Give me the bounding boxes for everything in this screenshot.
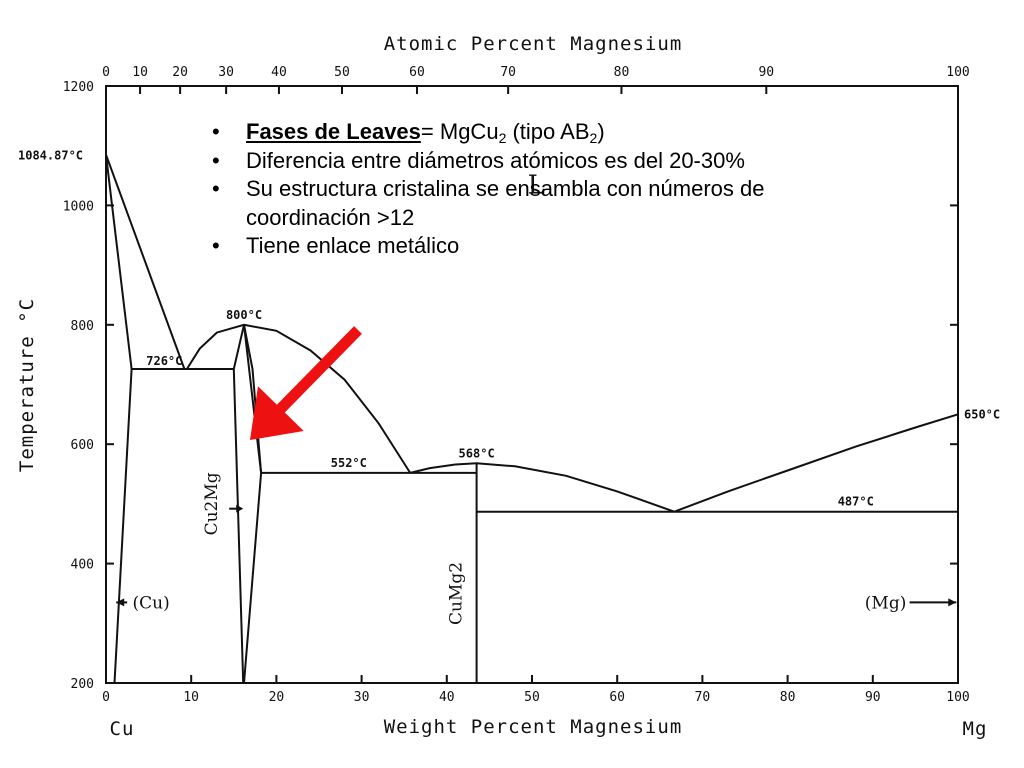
x-tick-label: 0 xyxy=(102,690,110,705)
bullet-text: Su estructura cristalina se ensambla con… xyxy=(246,176,765,230)
phase-boundary-line xyxy=(113,368,133,684)
phase-boundary-line xyxy=(232,324,245,370)
bullet-subscript: 2 xyxy=(498,130,507,146)
top-tick-label: 10 xyxy=(132,65,148,80)
bullet-item: • Fases de Leaves= MgCu2 (tipo AB2) xyxy=(212,118,872,147)
bullet-item: • Su estructura cristalina se ensambla c… xyxy=(212,175,872,232)
y-tick-label: 600 xyxy=(71,438,94,453)
bullet-text: (tipo AB xyxy=(506,119,590,144)
top-tick-label: 20 xyxy=(172,65,188,80)
x-tick-label: 100 xyxy=(946,690,969,705)
temperature-annotation: 800°C xyxy=(226,308,262,322)
bullet-list: • Fases de Leaves= MgCu2 (tipo AB2) • Di… xyxy=(212,118,872,261)
temperature-annotation: 552°C xyxy=(331,456,367,470)
temperature-annotation: 726°C xyxy=(146,354,182,368)
bullet-item: • Tiene enlace metálico xyxy=(212,232,872,261)
phase-label: (Cu) xyxy=(133,593,170,613)
bullet-item: • Diferencia entre diámetros atómicos es… xyxy=(212,147,872,176)
y-axis-title: Temperature °C xyxy=(16,298,38,472)
phase-boundary-line xyxy=(186,323,412,474)
phase-boundary-line xyxy=(105,154,186,370)
phase-boundary-line xyxy=(105,154,133,370)
bullet-icon: • xyxy=(212,147,220,173)
y-tick-label: 200 xyxy=(71,677,94,692)
bullet-icon: • xyxy=(212,233,220,258)
phase-boundary-line xyxy=(243,324,263,474)
x-tick-label: 50 xyxy=(524,690,540,705)
temperature-annotation: 1084.87°C xyxy=(18,149,83,163)
x-axis-title: Weight Percent Magnesium xyxy=(384,716,683,738)
bullet-text: Diferencia entre diámetros atómicos es d… xyxy=(246,147,745,173)
x-tick-label: 40 xyxy=(439,690,455,705)
bullet-text: ) xyxy=(597,119,605,144)
phase-boundary-line xyxy=(243,472,263,684)
phase-label: Cu2Mg xyxy=(202,472,222,535)
top-axis-title: Atomic Percent Magnesium xyxy=(384,33,683,55)
top-tick-label: 60 xyxy=(409,65,425,80)
bullet-icon: • xyxy=(212,119,220,144)
top-tick-label: 100 xyxy=(946,65,969,80)
top-tick-label: 30 xyxy=(218,65,234,80)
phase-label: (Mg) xyxy=(865,593,907,613)
phase-label: CuMg2 xyxy=(446,562,466,625)
top-tick-label: 40 xyxy=(271,65,287,80)
arrowhead-icon xyxy=(116,598,125,607)
x-tick-label: 90 xyxy=(865,690,881,705)
bullet-lead: Fases de Leaves xyxy=(246,119,421,144)
top-tick-label: 80 xyxy=(614,65,630,80)
phase-boundary-line xyxy=(409,462,675,513)
x-axis-left-end-label: Cu xyxy=(110,718,135,740)
x-tick-label: 60 xyxy=(609,690,625,705)
temperature-annotation: 487°C xyxy=(838,495,874,509)
phase-label: L xyxy=(528,170,545,200)
top-tick-label: 50 xyxy=(334,65,350,80)
phase-boundary-line xyxy=(232,368,245,684)
bullet-text: = MgCu xyxy=(420,119,499,144)
y-tick-label: 1000 xyxy=(63,199,94,214)
y-tick-label: 400 xyxy=(71,558,94,573)
top-tick-label: 90 xyxy=(758,65,774,80)
bullet-text: Tiene enlace metálico xyxy=(246,233,460,258)
temperature-annotation: 568°C xyxy=(459,446,495,460)
arrowhead-icon xyxy=(948,598,957,607)
arrowhead-icon xyxy=(236,504,244,513)
x-axis-right-end-label: Mg xyxy=(963,718,988,740)
bullet-subscript: 2 xyxy=(589,130,598,146)
temperature-annotation: 650°C xyxy=(964,407,1000,421)
top-tick-label: 70 xyxy=(500,65,516,80)
x-tick-label: 30 xyxy=(354,690,370,705)
phase-boundary-line xyxy=(673,413,959,513)
x-tick-label: 20 xyxy=(269,690,285,705)
red-arrow-icon xyxy=(250,326,362,440)
x-tick-label: 80 xyxy=(780,690,796,705)
bullet-icon: • xyxy=(212,176,220,201)
x-tick-label: 70 xyxy=(695,690,711,705)
y-tick-label: 800 xyxy=(71,319,94,334)
y-tick-label: 1200 xyxy=(63,80,94,95)
x-tick-label: 10 xyxy=(183,690,199,705)
top-tick-label: 0 xyxy=(102,65,110,80)
